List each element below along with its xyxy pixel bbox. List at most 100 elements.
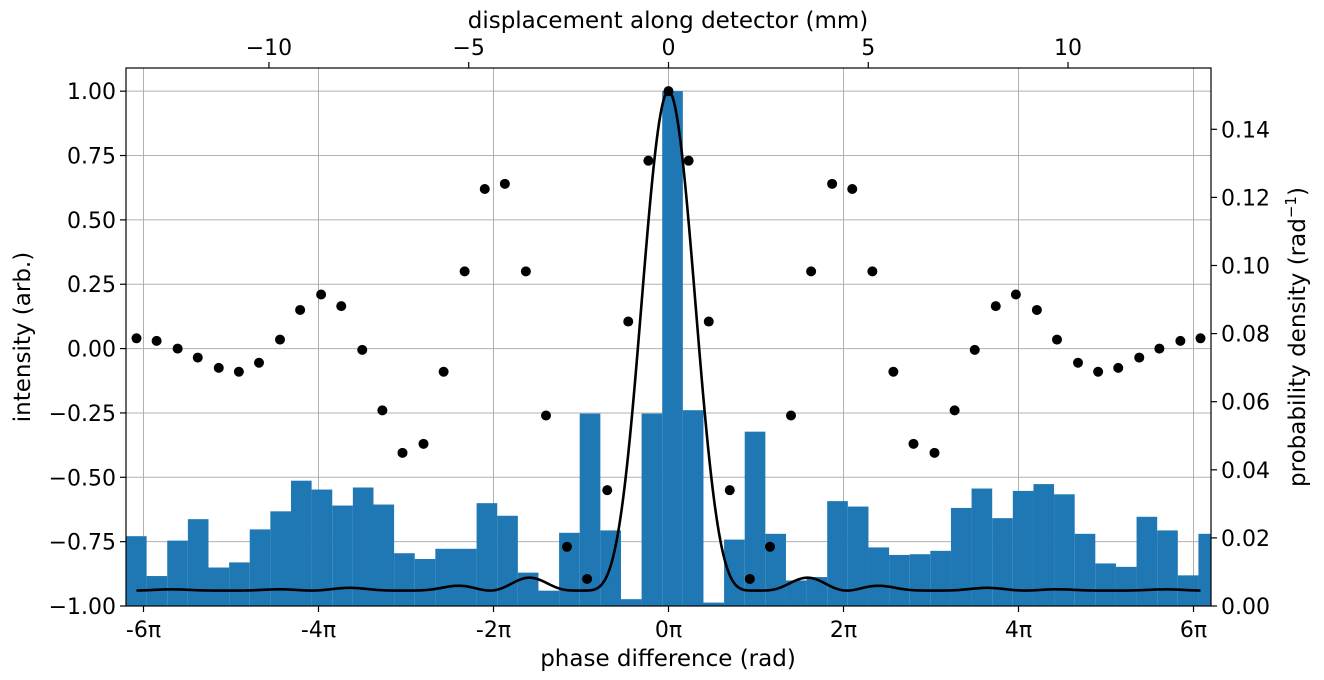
intensity-marker [1195,333,1206,344]
intensity-marker [847,183,858,194]
intensity-marker [520,266,531,277]
y-tick-label-right: 0.14 [1221,118,1270,143]
intensity-marker [438,366,449,377]
histogram-bar [1054,494,1075,606]
y-tick-label-left: 0.00 [67,338,116,363]
y-tick-label-right: 0.02 [1221,527,1270,552]
intensity-marker [908,438,919,449]
intensity-marker [357,344,368,355]
intensity-marker [172,343,183,354]
intensity-marker [377,405,388,416]
y-axis-label-right-superscript: −1 [1282,196,1300,218]
intensity-marker [765,541,775,552]
histogram-bar [1136,516,1158,606]
intensity-marker [683,155,694,166]
intensity-marker [459,266,470,277]
histogram-bar [724,539,745,606]
intensity-marker [582,573,593,584]
histogram-bar [476,503,498,606]
intensity-marker [643,155,654,166]
histogram-bar [971,488,993,606]
histogram-bar [229,562,250,606]
x-tick-label-top: −10 [246,36,292,61]
histogram-bar [208,567,230,606]
intensity-marker [213,362,224,373]
histogram-bars [126,91,1211,607]
y-tick-label-right: 0.06 [1221,391,1270,416]
histogram-bar [662,91,683,607]
intensity-marker [233,366,244,377]
histogram-bar [290,480,312,606]
intensity-marker [1073,357,1083,368]
intensity-marker [254,357,264,368]
axis-ticks: -6π -4π -2π 0π 2π 4π 6π 1.00 0.75 0.50 0.25 0.00 −0.… [49,36,1270,643]
x-axis-label-top: displacement along detector (mm) [468,8,869,34]
histogram-bar [249,529,271,606]
y-tick-label-left: 0.50 [67,209,116,234]
histogram-bar [352,487,374,606]
histogram-bar [579,413,601,606]
histogram-bar [270,511,291,606]
intensity-marker [703,316,714,327]
y-tick-label-right: 0.08 [1221,323,1270,348]
histogram-bar [703,602,725,606]
histogram-bar [455,548,477,606]
histogram-bar [785,580,807,606]
histogram-bar [394,553,415,606]
intensity-marker [1093,366,1104,377]
y-tick-label-left: −0.50 [49,466,116,491]
histogram-bar [311,489,333,606]
intensity-marker [1134,352,1145,363]
histogram-bar [1033,484,1055,606]
intensity-marker [949,405,960,416]
histogram-bar [641,413,663,606]
histogram-bar [682,410,704,606]
intensity-marker [827,178,838,189]
y-axis-label-left: intensity (arb.) [10,252,36,422]
histogram-bar [538,590,560,606]
histogram-bar [868,547,890,606]
intensity-marker [1113,362,1124,373]
intensity-marker [969,344,980,355]
histogram-bar [1157,530,1178,606]
histogram-bar [517,572,539,606]
intensity-marker [397,447,408,458]
x-tick-label-bottom: -4π [301,618,336,643]
intensity-marker [275,334,285,345]
intensity-marker [724,485,735,496]
histogram-bar [187,519,209,606]
x-tick-label-bottom: 4π [1005,618,1032,643]
intensity-marker [602,485,613,496]
intensity-marker [929,447,940,458]
histogram-bar [559,532,580,606]
y-tick-label-right: 0.04 [1221,459,1270,484]
intensity-marker [192,352,203,363]
intensity-marker [1154,343,1165,354]
intensity-marker [888,366,899,377]
x-tick-label-top: −5 [453,36,485,61]
intensity-marker [479,183,490,194]
intensity-marker [418,438,429,449]
histogram-bar [950,507,972,606]
intensity-marker [562,541,572,552]
y-tick-label-left: 1.00 [67,80,116,105]
y-tick-label-right: 0.10 [1221,254,1270,279]
intensity-marker [867,266,878,277]
intensity-marker [1010,289,1021,300]
histogram-bar [1198,533,1211,606]
histogram-bar [1095,563,1116,606]
y-tick-label-right: 0.00 [1221,595,1270,620]
intensity-marker [1052,334,1062,345]
intensity-marker [131,333,142,344]
intensity-marker [541,410,551,421]
intensity-marker [786,410,796,421]
intensity-marker [990,301,1001,312]
x-tick-label-top: 5 [861,36,875,61]
intensity-marker [663,86,674,97]
histogram-bar [167,540,188,606]
y-tick-label-left: 0.75 [67,145,116,170]
y-tick-label-right: 0.12 [1221,186,1270,211]
y-tick-label-left: 0.25 [67,273,116,298]
histogram-bar [414,559,436,606]
